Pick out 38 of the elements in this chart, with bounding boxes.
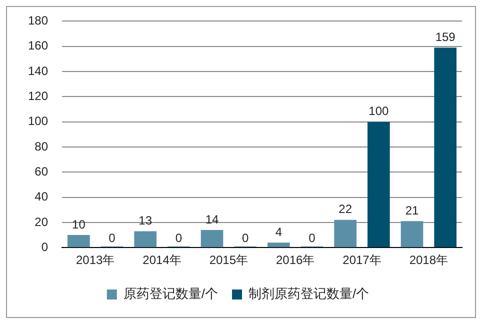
y-tick-label: 180 (28, 14, 48, 28)
data-label: 14 (205, 212, 220, 226)
data-label: 4 (275, 224, 282, 239)
data-label: 0 (308, 230, 316, 245)
bar (368, 122, 390, 248)
y-tick-label: 140 (28, 64, 48, 78)
y-tick-label: 80 (34, 139, 48, 154)
data-label: 0 (175, 230, 182, 245)
data-label: 100 (368, 104, 390, 118)
bar (268, 242, 290, 248)
bar (134, 231, 157, 248)
y-tick-label: 60 (34, 164, 48, 178)
x-tick-label: 2016年 (276, 253, 315, 268)
legend-label: 原药登记数量/个 (123, 286, 218, 302)
x-tick-label: 2015年 (209, 253, 248, 268)
y-tick-label: 0 (41, 240, 48, 254)
data-label: 13 (138, 214, 152, 228)
bar (68, 235, 90, 248)
y-tick-label: 40 (34, 190, 48, 204)
x-tick-label: 2013年 (76, 253, 115, 268)
legend-label: 制剂原药登记数量/个 (248, 286, 370, 302)
data-label: 22 (338, 202, 352, 216)
bar (200, 230, 224, 248)
x-tick-label: 2017年 (342, 253, 382, 268)
data-label: 21 (405, 204, 419, 218)
data-label: 0 (108, 230, 116, 245)
x-tick-label: 2018年 (409, 253, 448, 268)
bar (334, 220, 357, 248)
bar (434, 48, 456, 248)
x-tick-label: 2014年 (142, 253, 182, 268)
y-tick-label: 120 (28, 88, 48, 103)
bar (400, 221, 424, 248)
y-tick-label: 160 (28, 38, 48, 53)
y-tick-label: 100 (28, 114, 48, 128)
y-tick-label: 20 (34, 214, 48, 229)
data-label: 10 (72, 217, 86, 232)
data-label: 159 (435, 30, 456, 44)
data-label: 0 (242, 230, 249, 245)
